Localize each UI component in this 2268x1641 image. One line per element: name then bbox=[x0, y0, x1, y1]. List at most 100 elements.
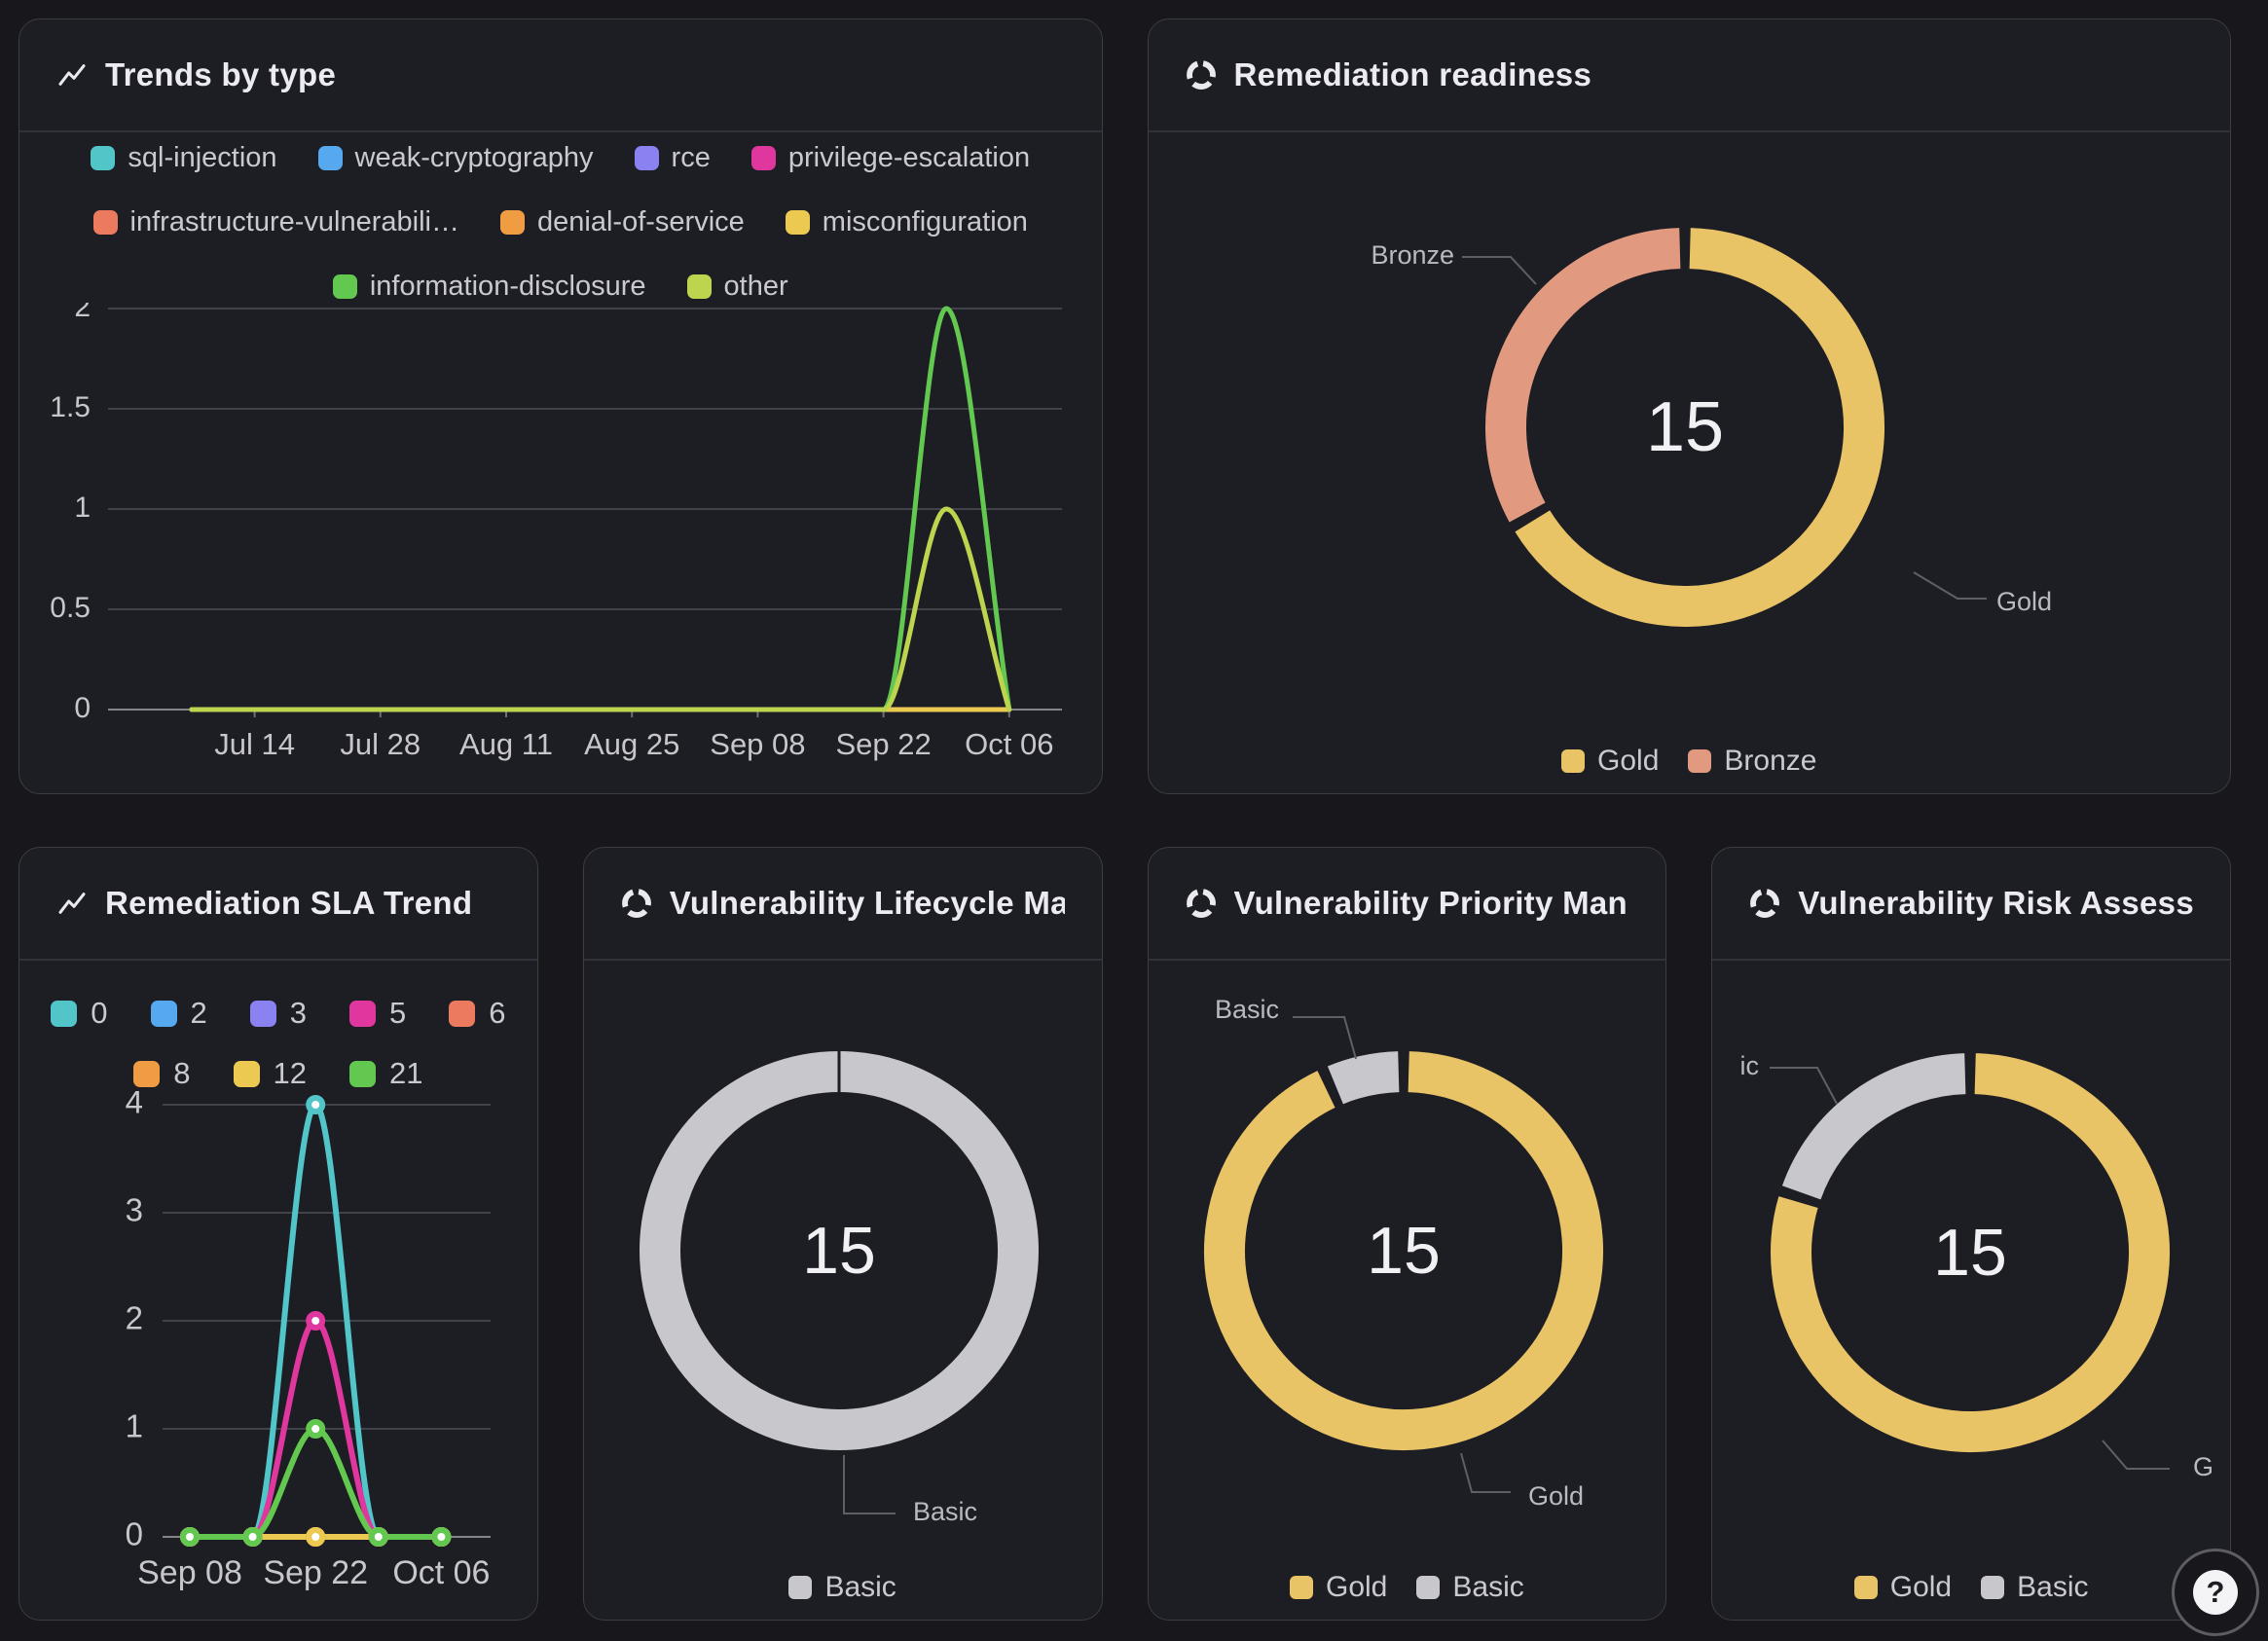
series-line-21[interactable] bbox=[187, 1425, 445, 1540]
card-body: 15 Basic Gold Gold Basic bbox=[1149, 961, 1666, 1620]
legend-item-Basic[interactable]: Basic bbox=[788, 1571, 896, 1604]
series-line-other[interactable] bbox=[189, 506, 1012, 712]
legend-swatch bbox=[1981, 1576, 2005, 1599]
data-point-5[interactable] bbox=[306, 1311, 326, 1331]
legend-swatch bbox=[349, 1000, 376, 1027]
remediation-readiness-donut-chart[interactable]: 15 Bronze Gold bbox=[1149, 132, 2231, 793]
legend-item-Basic[interactable]: Basic bbox=[1416, 1571, 1524, 1604]
donut-segment-Bronze[interactable] bbox=[1484, 228, 1681, 523]
legend-item-privilege-escalation[interactable]: privilege-escalation bbox=[750, 142, 1030, 174]
legend-swatch bbox=[349, 1060, 376, 1087]
data-point-12[interactable] bbox=[306, 1527, 326, 1547]
legend-item-5[interactable]: 5 bbox=[349, 996, 406, 1031]
callout-label: Bronze bbox=[1371, 240, 1454, 270]
card-title: Vulnerability Lifecycle Ma… bbox=[669, 885, 1065, 921]
y-axis-label: 2 bbox=[74, 303, 91, 323]
donut-chart-icon bbox=[1186, 59, 1217, 91]
data-point-0[interactable] bbox=[306, 1095, 326, 1114]
legend-swatch bbox=[249, 1000, 276, 1027]
callout-label: Gold bbox=[1996, 587, 2052, 616]
y-axis-label: 4 bbox=[126, 1091, 143, 1120]
card-body: 15 Basic Basic bbox=[584, 961, 1102, 1620]
callout-line bbox=[1459, 1452, 1511, 1493]
legend-item-6[interactable]: 6 bbox=[449, 996, 506, 1031]
data-point-21[interactable] bbox=[431, 1527, 452, 1547]
donut-segment-Basic[interactable] bbox=[1782, 1053, 1967, 1200]
donut-segment-Gold[interactable] bbox=[1771, 1053, 2171, 1453]
legend-swatch bbox=[500, 210, 526, 235]
card-title: Trends by type bbox=[105, 56, 337, 92]
card-header: Vulnerability Risk Assess… bbox=[1712, 848, 2230, 961]
card-vulnerability-risk: Vulnerability Risk Assess… 15 ic G Gold Bas… bbox=[1711, 847, 2231, 1621]
risk-donut-chart[interactable]: 15 ic G bbox=[1712, 961, 2230, 1620]
x-axis-label: Sep 22 bbox=[263, 1554, 368, 1591]
y-axis-label: 1 bbox=[126, 1408, 143, 1444]
legend-item-sql-injection[interactable]: sql-injection bbox=[91, 142, 277, 174]
help-button[interactable]: ? bbox=[2172, 1549, 2259, 1636]
callout-line bbox=[1770, 1067, 1839, 1105]
donut-segment-Gold[interactable] bbox=[1203, 1051, 1603, 1451]
legend-item-misconfiguration[interactable]: misconfiguration bbox=[785, 206, 1028, 238]
legend-label: misconfiguration bbox=[822, 206, 1028, 237]
callout-line bbox=[1912, 571, 1987, 600]
legend-item-2[interactable]: 2 bbox=[150, 996, 207, 1031]
legend-label: other bbox=[723, 271, 788, 302]
trends-line-chart[interactable]: 0 0.5 1 1.5 2 Jul 14 Jul 28 Aug 11 Aug 25 Sep 08 S… bbox=[19, 303, 1102, 793]
legend-row: sql-injection weak-cryptography rce privile… bbox=[91, 142, 1030, 174]
data-point-21[interactable] bbox=[306, 1419, 326, 1439]
line-chart-svg: 0 1 2 3 4 Sep 08 Sep 22 Oct 06 bbox=[126, 1091, 491, 1591]
legend-label: Gold bbox=[1597, 745, 1660, 777]
legend-item-Bronze[interactable]: Bronze bbox=[1688, 745, 1816, 778]
card-trends-by-type: Trends by type sql-injection weak-cryptog… bbox=[18, 18, 1103, 794]
donut-segment-Gold[interactable] bbox=[1514, 228, 1884, 628]
legend-item-Gold[interactable]: Gold bbox=[1290, 1571, 1387, 1604]
legend-swatch bbox=[750, 146, 776, 170]
callout-line bbox=[1461, 256, 1537, 285]
sla-line-chart[interactable]: 0 1 2 3 4 Sep 08 Sep 22 Oct 06 bbox=[19, 1091, 537, 1620]
legend-swatch bbox=[1688, 749, 1712, 773]
data-point-21[interactable] bbox=[242, 1527, 263, 1547]
trend-line-icon bbox=[56, 888, 88, 919]
legend-label: Basic bbox=[1452, 1571, 1524, 1603]
legend-item-Basic[interactable]: Basic bbox=[1981, 1571, 2088, 1604]
risk-chart-legend: Gold Basic bbox=[1712, 1571, 2230, 1604]
legend-item-information-disclosure[interactable]: information-disclosure bbox=[332, 271, 646, 303]
legend-item-8[interactable]: 8 bbox=[133, 1056, 191, 1091]
x-axis-label: Jul 14 bbox=[214, 727, 295, 761]
legend-item-other[interactable]: other bbox=[686, 271, 788, 303]
legend-item-weak-cryptography[interactable]: weak-cryptography bbox=[317, 142, 594, 174]
y-axis-label: 0.5 bbox=[50, 592, 91, 624]
legend-item-12[interactable]: 12 bbox=[233, 1056, 307, 1091]
legend-item-3[interactable]: 3 bbox=[249, 996, 307, 1031]
legend-item-Gold[interactable]: Gold bbox=[1561, 745, 1659, 778]
legend-item-0[interactable]: 0 bbox=[51, 996, 108, 1031]
donut-chart-svg: 15 Basic Gold bbox=[1203, 995, 1603, 1511]
lifecycle-donut-chart[interactable]: 15 Basic bbox=[584, 961, 1102, 1620]
card-title: Vulnerability Risk Assess… bbox=[1798, 885, 2193, 921]
legend-row: infrastructure-vulnerabili… denial-of-ser… bbox=[92, 206, 1028, 238]
legend-item-21[interactable]: 21 bbox=[349, 1056, 422, 1091]
legend-label: denial-of-service bbox=[537, 206, 745, 237]
data-point-21[interactable] bbox=[180, 1527, 200, 1547]
legend-swatch bbox=[51, 1000, 78, 1027]
data-point-21[interactable] bbox=[368, 1527, 388, 1547]
y-axis-label: 3 bbox=[126, 1192, 143, 1228]
legend-item-Gold[interactable]: Gold bbox=[1853, 1571, 1952, 1604]
y-axis-label: 2 bbox=[126, 1300, 143, 1336]
legend-swatch bbox=[449, 1000, 476, 1027]
legend-swatch bbox=[785, 210, 810, 235]
card-vulnerability-lifecycle: Vulnerability Lifecycle Ma… 15 Basic Basi… bbox=[582, 847, 1103, 1621]
legend-item-rce[interactable]: rce bbox=[634, 142, 711, 174]
donut-chart-icon bbox=[1186, 888, 1217, 919]
trends-chart-legend: sql-injection weak-cryptography rce privile… bbox=[19, 132, 1102, 303]
donut-segment-Basic[interactable] bbox=[1327, 1051, 1400, 1105]
callout-line bbox=[2102, 1440, 2171, 1470]
legend-item-infrastructure-vulnerabili…[interactable]: infrastructure-vulnerabili… bbox=[92, 206, 459, 238]
dashboard: Trends by type sql-injection weak-cryptog… bbox=[18, 18, 2259, 1636]
y-axis-label: 0 bbox=[74, 692, 91, 724]
x-axis-label: Oct 06 bbox=[392, 1554, 490, 1591]
x-axis-label: Sep 08 bbox=[710, 727, 805, 761]
legend-item-denial-of-service[interactable]: denial-of-service bbox=[500, 206, 745, 238]
card-remediation-readiness: Remediation readiness 15 Bronze Gold Gold B… bbox=[1147, 18, 2231, 794]
priority-donut-chart[interactable]: 15 Basic Gold bbox=[1149, 961, 1666, 1620]
